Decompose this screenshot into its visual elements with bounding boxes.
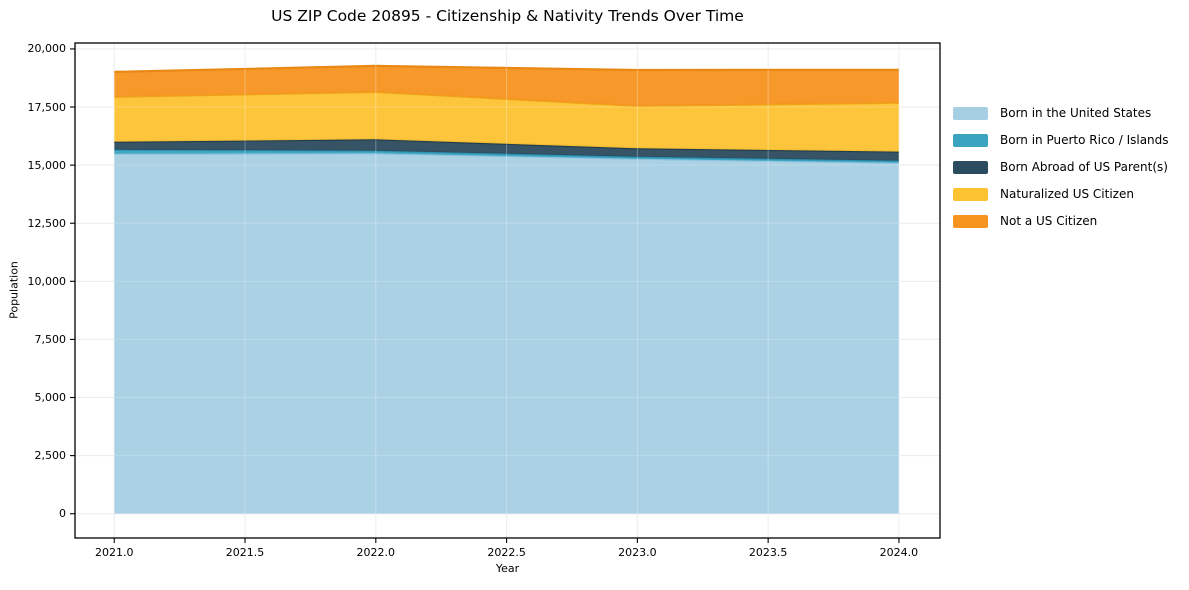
- legend-label: Not a US Citizen: [1000, 214, 1098, 228]
- legend: Born in the United States Born in Puerto …: [953, 106, 1169, 229]
- y-tick-label: 17,500: [27, 100, 67, 114]
- legend-label: Born Abroad of US Parent(s): [1000, 160, 1168, 174]
- legend-label: Naturalized US Citizen: [1000, 187, 1134, 201]
- legend-item: Born in Puerto Rico / Islands: [953, 133, 1169, 148]
- y-tick-label: 0: [59, 507, 66, 521]
- x-tick-label: 2022.5: [487, 546, 526, 559]
- y-tick-label: 12,500: [27, 216, 67, 230]
- legend-item: Not a US Citizen: [953, 214, 1169, 229]
- y-tick-label: 20,000: [27, 42, 67, 56]
- legend-swatch-icon: [953, 215, 988, 228]
- x-axis-label: Year: [495, 562, 520, 575]
- legend-swatch-icon: [953, 161, 988, 174]
- y-tick-label: 7,500: [34, 332, 67, 346]
- x-tick-label: 2021.5: [225, 546, 265, 559]
- x-tick-label: 2023.5: [748, 546, 788, 559]
- x-tick-label: 2024.0: [879, 546, 919, 559]
- legend-swatch-icon: [953, 188, 988, 201]
- y-tick-label: 2,500: [34, 449, 67, 463]
- x-tick-label: 2022.0: [356, 546, 396, 559]
- legend-swatch-icon: [953, 134, 988, 147]
- y-tick-label: 5,000: [34, 391, 67, 405]
- legend-label: Born in the United States: [1000, 106, 1152, 120]
- legend-item: Naturalized US Citizen: [953, 187, 1169, 202]
- y-tick-label: 10,000: [27, 274, 67, 288]
- y-tick-label: 15,000: [27, 158, 67, 172]
- legend-item: Born in the United States: [953, 106, 1169, 121]
- chart-title: US ZIP Code 20895 - Citizenship & Nativi…: [271, 7, 744, 25]
- x-tick-label: 2021.0: [94, 546, 134, 559]
- y-axis-label: Population: [7, 261, 21, 319]
- legend-label: Born in Puerto Rico / Islands: [1000, 133, 1169, 147]
- legend-swatch-icon: [953, 107, 988, 120]
- x-tick-label: 2023.0: [618, 546, 657, 559]
- legend-item: Born Abroad of US Parent(s): [953, 160, 1169, 175]
